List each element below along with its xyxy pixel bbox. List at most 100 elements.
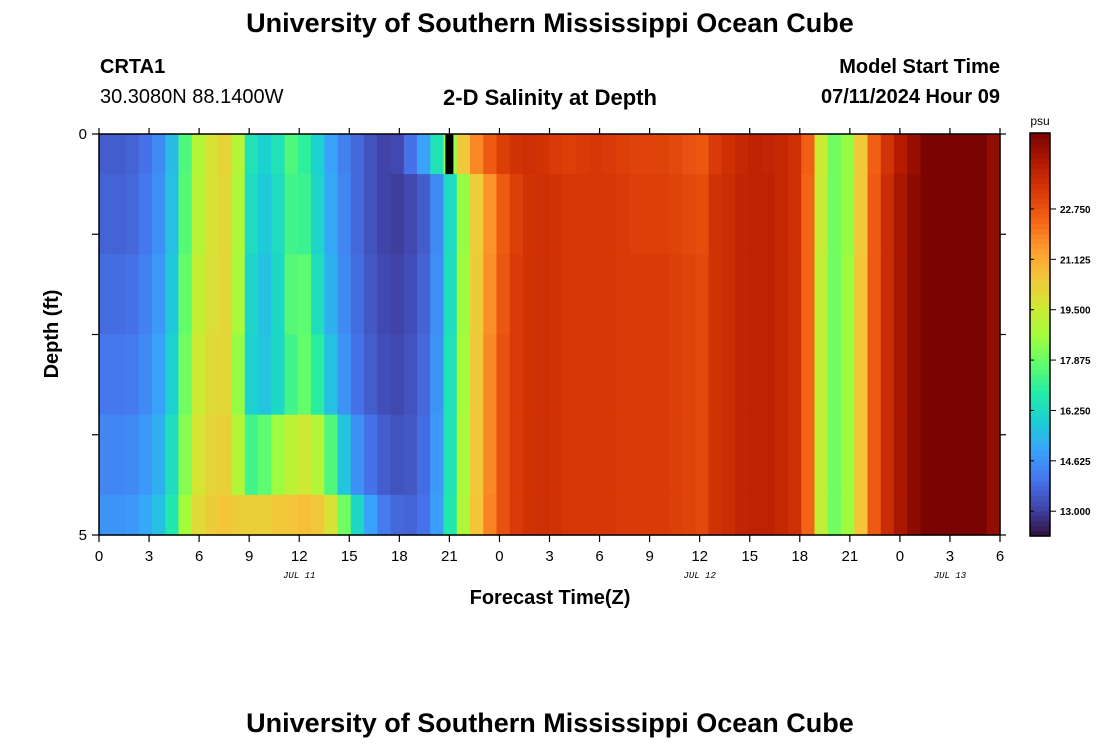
heatmap-cell	[801, 134, 816, 175]
heatmap-cell	[814, 134, 829, 175]
heatmap-cell	[973, 254, 988, 336]
heatmap-cell	[788, 174, 802, 255]
heatmap-cell	[867, 254, 882, 336]
colorbar-tick-label: 21.125	[1060, 255, 1091, 266]
heatmap-cell	[470, 134, 484, 175]
heatmap-cell	[152, 174, 166, 255]
heatmap-cell	[947, 174, 961, 255]
x-tick-label: 3	[545, 548, 553, 565]
colorbar-unit: psu	[1030, 114, 1049, 128]
x-tick-label: 21	[841, 548, 858, 565]
heatmap-cell	[456, 174, 471, 255]
colorbar-segment	[1030, 485, 1050, 492]
heatmap-cell	[735, 334, 749, 416]
heatmap-cell	[642, 134, 657, 175]
heatmap-cell	[483, 334, 498, 416]
x-tick-label: 3	[946, 548, 954, 565]
colorbar-segment	[1030, 339, 1050, 346]
heatmap-cell	[112, 174, 127, 255]
heatmap-cell	[284, 254, 299, 336]
heatmap-cell	[682, 494, 696, 536]
heatmap-cell	[271, 414, 286, 496]
heatmap-cell	[854, 174, 869, 255]
heatmap-cell	[947, 254, 961, 336]
x-tick-label: 0	[495, 548, 503, 565]
heatmap-cell	[933, 494, 948, 536]
heatmap-cell	[271, 494, 286, 536]
heatmap-cell	[986, 334, 1001, 416]
heatmap-cell	[562, 254, 577, 336]
heatmap-cell	[549, 334, 564, 416]
heatmap-cell	[668, 334, 683, 416]
heatmap-cell	[960, 494, 975, 536]
heatmap-cell	[854, 334, 869, 416]
y-axis-label: Depth (ft)	[41, 290, 63, 379]
heatmap-cell	[364, 494, 378, 536]
heatmap-cell	[695, 334, 710, 416]
heatmap-cell	[735, 414, 749, 496]
heatmap-cell	[721, 174, 736, 255]
colorbar-segment	[1030, 188, 1050, 195]
heatmap-cell	[99, 334, 113, 416]
heatmap-cell	[350, 134, 365, 175]
model-start-time: 07/11/2024 Hour 09	[820, 86, 1000, 108]
heatmap-cell	[390, 414, 405, 496]
heatmap-cell	[960, 414, 975, 496]
heatmap-cell	[496, 414, 511, 496]
heatmap-cell	[258, 414, 272, 496]
colorbar-segment	[1030, 269, 1050, 275]
x-tick-label: 9	[245, 548, 253, 565]
colorbar-segment	[1030, 394, 1050, 401]
heatmap-cell	[735, 174, 749, 255]
heatmap-cell	[880, 414, 895, 496]
heatmap-cell	[271, 134, 286, 175]
heatmap-cell	[894, 334, 908, 416]
heatmap-cell	[920, 414, 935, 496]
heatmap-cell	[218, 334, 233, 416]
colorbar-segment	[1030, 178, 1050, 184]
colorbar-segment	[1030, 289, 1050, 295]
colorbar-frame	[1029, 132, 1051, 537]
heatmap-cell	[165, 414, 180, 496]
heatmap-cell	[284, 414, 299, 496]
heatmap-cell	[695, 254, 710, 336]
heatmap-cell	[509, 174, 524, 255]
heatmap-cell	[430, 494, 445, 536]
heatmap-cell	[297, 494, 312, 536]
heatmap-cell	[125, 494, 140, 536]
heatmap-cell	[549, 494, 564, 536]
heatmap-cell	[496, 494, 511, 536]
heatmap-cell	[284, 494, 299, 536]
colorbar-tick-label: 19.500	[1060, 306, 1091, 317]
heatmap-cell	[695, 414, 710, 496]
heatmap-cell	[814, 414, 829, 496]
heatmap-cell	[99, 414, 113, 496]
heatmap-cell	[430, 414, 445, 496]
heatmap-cell	[324, 174, 339, 255]
heatmap-cell	[894, 254, 908, 336]
heatmap-cell	[589, 174, 604, 255]
heatmap-cell	[695, 174, 710, 255]
heatmap-cell	[509, 494, 524, 536]
heatmap-cell	[695, 494, 710, 536]
heatmap-cell	[456, 334, 471, 416]
heatmap-cell	[138, 414, 153, 496]
colorbar-segment	[1030, 319, 1050, 326]
heatmap-cell	[364, 174, 378, 255]
heatmap-cell	[112, 494, 127, 536]
heatmap-cell	[417, 414, 431, 496]
y-tick-label: 0	[79, 126, 87, 143]
heatmap-cell	[165, 334, 180, 416]
heatmap-cell	[337, 334, 352, 416]
heatmap-cell	[470, 414, 484, 496]
heatmap-cell	[324, 414, 339, 496]
heatmap-cell	[668, 494, 683, 536]
heatmap-cell	[682, 254, 696, 336]
colorbar-segment	[1030, 324, 1050, 331]
heatmap-cell	[350, 254, 365, 336]
heatmap-cell	[960, 134, 975, 175]
heatmap-cell	[430, 134, 445, 175]
heatmap-cell	[337, 134, 352, 175]
heatmap-cell	[642, 334, 657, 416]
heatmap-cell	[178, 254, 193, 336]
